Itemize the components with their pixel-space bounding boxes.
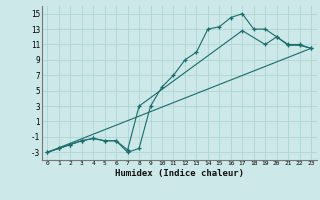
X-axis label: Humidex (Indice chaleur): Humidex (Indice chaleur) bbox=[115, 169, 244, 178]
